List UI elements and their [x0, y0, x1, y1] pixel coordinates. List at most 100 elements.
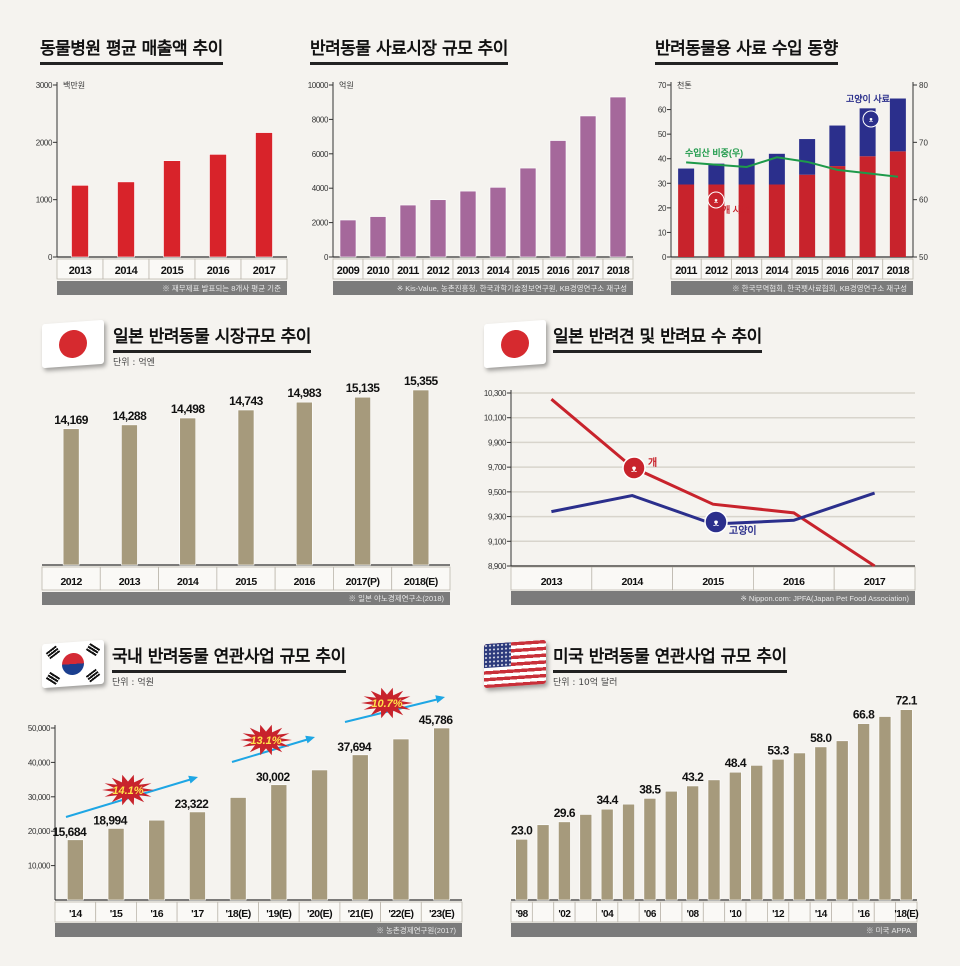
- x-tick-label: 2017: [856, 265, 879, 277]
- y-tick-label: 0: [324, 253, 329, 262]
- x-tick-label: 2011: [675, 265, 697, 277]
- y-tick-label: 40,000: [28, 758, 51, 767]
- y-tick-label: 10,000: [28, 862, 51, 871]
- bar: [686, 785, 699, 901]
- x-tick-label: 2012: [427, 265, 450, 277]
- line-label: 수입산 비중(우): [685, 147, 743, 158]
- x-tick-label: '12: [772, 909, 785, 920]
- bar: [519, 167, 537, 258]
- source-text: ※ Nippon.com: JPFA(Japan Pet Food Associ…: [741, 594, 910, 603]
- dog-icon: [707, 191, 725, 209]
- chart1-title: 동물병원 평균 매출액 추이: [40, 34, 223, 65]
- bar: [209, 154, 227, 258]
- y-tick-label: 10,300: [484, 389, 507, 398]
- bar: [107, 828, 125, 901]
- chart7-unit: 단위 : 10억 달러: [553, 678, 618, 688]
- bar-dog-food: [889, 151, 906, 257]
- x-label-cell: [745, 901, 768, 923]
- source-bar: [57, 281, 287, 295]
- arrow-head-icon: [435, 695, 445, 704]
- bar-dog-food: [768, 184, 785, 257]
- bar: [857, 723, 870, 901]
- data-label: 38.5: [639, 782, 661, 796]
- bar-dog-food: [799, 174, 816, 257]
- bar-cat-food: [889, 98, 906, 152]
- bar: [295, 401, 313, 566]
- x-tick-label: 2016: [207, 265, 230, 277]
- cat-label: 고양이: [729, 524, 757, 537]
- bar: [793, 752, 806, 901]
- x-tick-label: '08: [687, 909, 700, 920]
- y-tick-label: 10: [658, 228, 667, 237]
- growth-rate-label: 10.7%: [371, 698, 402, 710]
- y-tick-label: 0: [662, 253, 667, 262]
- y-tick-label: 2000: [36, 138, 53, 147]
- bar: [412, 389, 430, 566]
- y-tick-label: 2000: [312, 219, 329, 228]
- growth-burst-icon: [240, 724, 292, 756]
- bar: [433, 727, 450, 901]
- x-tick-label: 2015: [517, 265, 540, 277]
- x-tick-label: 2017: [577, 265, 600, 277]
- bar-dog-food: [738, 184, 755, 257]
- source-bar: [671, 281, 913, 295]
- data-label: 30,002: [256, 770, 291, 784]
- bar: [339, 219, 357, 258]
- bar: [515, 838, 528, 901]
- chart4-title: 일본 반려동물 시장규모 추이: [113, 322, 311, 353]
- x-tick-label: 2013: [457, 265, 480, 277]
- data-label: 29.6: [554, 806, 576, 820]
- bar: [549, 140, 567, 258]
- data-label: 15,355: [404, 374, 439, 388]
- x-tick-label: '06: [644, 909, 657, 920]
- data-label: 53.3: [767, 743, 789, 757]
- y-tick-label: 20,000: [28, 827, 51, 836]
- x-label-cell: [420, 901, 463, 923]
- x-label-cell: [391, 566, 451, 591]
- bar: [229, 797, 247, 901]
- bar: [270, 784, 288, 901]
- y2-tick-label: 80: [919, 81, 928, 90]
- bar: [237, 409, 255, 566]
- bar: [814, 746, 828, 901]
- y-tick-label: 30: [658, 179, 667, 188]
- x-label-cell: [882, 258, 914, 280]
- source-bar: [55, 923, 462, 937]
- x-tick-label: '04: [601, 909, 614, 920]
- data-label: 34.4: [596, 793, 618, 807]
- x-label-cell: [833, 566, 916, 591]
- cat-icon: [704, 510, 728, 534]
- y-tick-label: 9,700: [488, 463, 507, 472]
- line-dog: [550, 398, 876, 568]
- growth-burst-icon: [102, 774, 154, 806]
- source-bar: [333, 281, 633, 295]
- x-tick-label: '98: [516, 909, 529, 920]
- x-tick-label: 2017(P): [346, 576, 380, 588]
- dog-icon: [622, 456, 646, 480]
- bar: [643, 798, 657, 901]
- source-text: ※ 한국무역협회, 한국펫사료협회, KB경영연구소 재구성: [732, 283, 907, 293]
- cat-food-label: 고양이 사료: [846, 93, 891, 104]
- x-tick-label: 2012: [60, 576, 82, 588]
- y-tick-label: 9,900: [488, 438, 507, 447]
- x-tick-label: '18(E): [894, 909, 918, 920]
- source-text: ※ 미국 APPA: [866, 926, 911, 935]
- bar: [67, 839, 84, 901]
- y-tick-label: 70: [658, 81, 667, 90]
- y-tick-label: 50: [658, 130, 667, 139]
- data-label: 23,322: [175, 797, 210, 811]
- bar-cat-food: [768, 153, 785, 185]
- y-tick-label: 9,500: [488, 488, 507, 497]
- data-label: 14,498: [171, 402, 206, 416]
- bar: [900, 709, 913, 901]
- bar: [163, 160, 181, 258]
- bar: [609, 96, 627, 258]
- data-label: 23.0: [511, 823, 533, 837]
- x-tick-label: 2014: [487, 265, 511, 277]
- x-tick-label: 2013: [735, 265, 758, 277]
- x-tick-label: 2014: [766, 265, 790, 277]
- bar: [117, 181, 135, 258]
- y-tick-label: 3000: [36, 81, 53, 90]
- chart5-title: 일본 반려견 및 반려묘 수 추이: [553, 322, 762, 353]
